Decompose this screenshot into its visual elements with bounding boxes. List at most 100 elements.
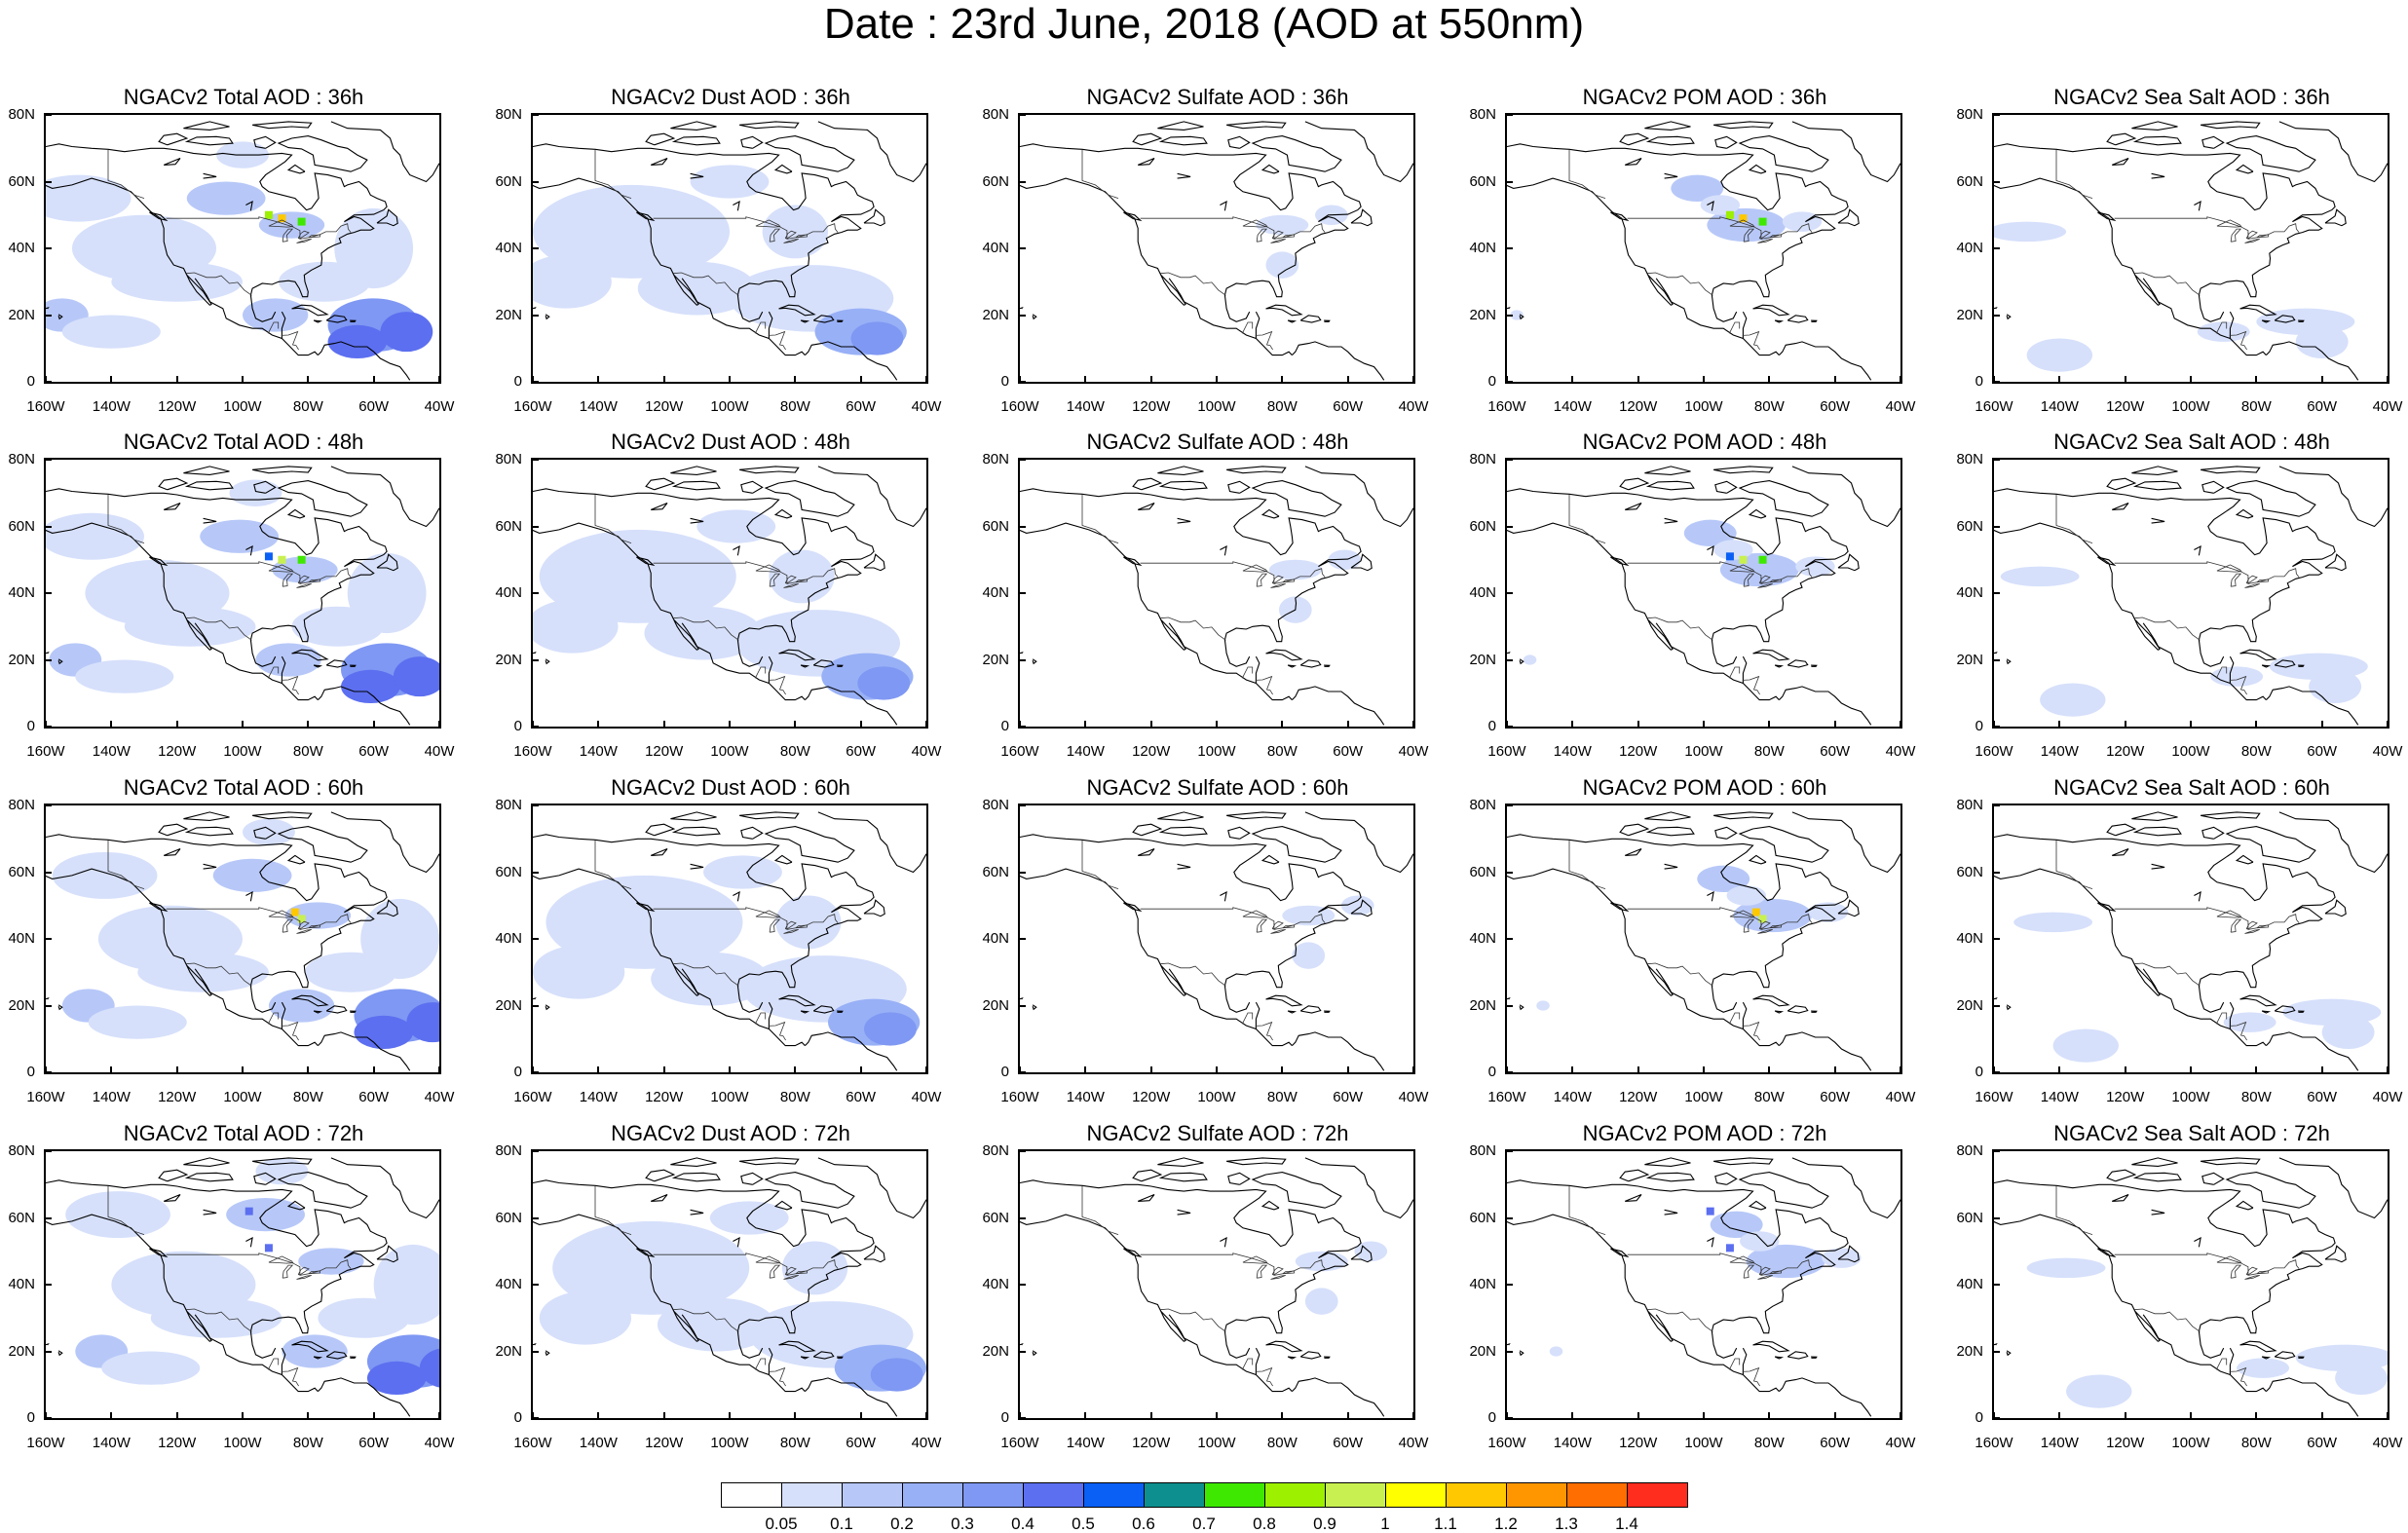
coastline — [636, 556, 656, 567]
coastline — [376, 553, 398, 572]
country-border — [1647, 617, 1713, 641]
country-border — [1270, 1275, 1286, 1280]
lon-tick-label: 160W — [1975, 1089, 2013, 1105]
lon-tick — [1768, 721, 1771, 729]
coastline — [1265, 1340, 1303, 1353]
lat-tick — [44, 1216, 52, 1219]
lat-tick-label: 60N — [1956, 517, 1983, 535]
colorbar-swatch — [1627, 1482, 1688, 1508]
lon-tick — [45, 376, 47, 384]
aod-map — [1994, 1157, 2388, 1417]
coastline — [1774, 1356, 1785, 1360]
coastline — [738, 121, 800, 130]
coastline — [2006, 314, 2012, 320]
panel-title: NGACv2 Dust AOD : 72h — [611, 1121, 850, 1145]
lon-tick-label: 120W — [1619, 398, 1658, 415]
lon-tick-label: 80W — [1266, 1089, 1298, 1105]
coastline — [1645, 1172, 1695, 1182]
country-border — [2216, 564, 2242, 573]
lon-tick — [1637, 1412, 1639, 1420]
coastline — [1752, 1340, 1790, 1353]
lon-tick-label: 80W — [1266, 398, 1298, 415]
coastline — [2200, 1157, 2261, 1166]
lon-tick — [372, 1412, 375, 1420]
coastline — [2194, 890, 2201, 902]
coastline — [1791, 1157, 1900, 1219]
coastline — [1255, 1347, 1260, 1375]
lat-tick — [531, 525, 539, 528]
coastline — [291, 994, 329, 1007]
coastline — [1160, 1311, 1186, 1342]
lat-tick — [1505, 1350, 1513, 1353]
country-border — [594, 494, 632, 543]
lon-tick — [1346, 1412, 1349, 1420]
aod-region — [46, 174, 132, 222]
coastline — [533, 143, 875, 322]
lat-tick — [1992, 1284, 2000, 1286]
map-panel: NGACv2 Dust AOD : 48h 80N 60N 40N 20N 0 160W 14… — [487, 429, 974, 773]
lat-tick-label: 20N — [982, 651, 1009, 668]
country-border — [1729, 564, 1755, 573]
coastline — [2006, 1004, 2012, 1011]
lat-tick — [44, 1071, 52, 1073]
lon-tick — [438, 1066, 440, 1074]
country-border — [755, 564, 781, 573]
aod-region — [2210, 666, 2264, 687]
coastline — [768, 655, 773, 684]
lat-tick-label: 0 — [513, 718, 522, 734]
lon-tick — [1346, 376, 1349, 384]
coastline — [158, 823, 189, 837]
lat-tick-label: 40N — [982, 930, 1009, 947]
coastline — [46, 997, 50, 1000]
country-border — [1742, 1021, 1760, 1041]
lon-tick — [2058, 721, 2061, 729]
coastline — [163, 847, 181, 856]
lat-tick-label: 0 — [1487, 1064, 1496, 1080]
coastline — [2106, 132, 2137, 146]
coastline — [1748, 854, 1767, 865]
coastline — [1779, 686, 1872, 726]
country-border — [769, 1264, 781, 1279]
lon-tick — [307, 1412, 310, 1420]
lon-tick — [2387, 721, 2389, 729]
aod-region — [360, 898, 439, 980]
lon-tick — [925, 1066, 927, 1074]
colorbar-label: 1.4 — [1615, 1514, 1638, 1533]
lat-tick — [1018, 180, 1026, 183]
coastline — [1779, 341, 1872, 381]
lon-tick — [1703, 721, 1705, 729]
aod-hotspot — [1739, 214, 1748, 223]
lon-tick-label: 40W — [424, 743, 455, 760]
coastline — [1251, 1172, 1342, 1209]
lat-tick — [1018, 1071, 1026, 1073]
lon-tick-label: 100W — [223, 1435, 262, 1451]
lat-tick — [531, 726, 539, 728]
coastline — [768, 311, 773, 339]
lon-tick — [1216, 376, 1218, 384]
lon-tick-label: 100W — [2171, 398, 2210, 415]
lon-tick — [859, 376, 862, 384]
coastline — [1811, 319, 1818, 322]
colorbar-label: 0.1 — [830, 1514, 853, 1533]
lon-tick-label: 100W — [1197, 398, 1236, 415]
country-border — [1255, 330, 1273, 351]
coastline — [350, 664, 357, 667]
lon-tick-label: 40W — [424, 1089, 455, 1105]
country-border — [754, 666, 767, 679]
country-border — [1728, 1012, 1741, 1025]
lon-tick-label: 60W — [1333, 398, 1364, 415]
coastline — [46, 307, 50, 310]
country-border — [673, 617, 739, 641]
lat-tick-label: 60N — [1956, 1209, 1983, 1226]
lon-tick — [1019, 376, 1021, 384]
coastline — [313, 664, 323, 668]
lon-tick-label: 160W — [1975, 743, 2013, 760]
lon-tick-label: 100W — [1684, 398, 1723, 415]
country-border — [267, 321, 280, 334]
coastline — [1738, 480, 1829, 517]
lat-tick-label: 40N — [1469, 1276, 1496, 1292]
coastline — [2239, 1340, 2277, 1353]
country-border — [2134, 1308, 2201, 1332]
coastline — [673, 619, 699, 651]
aod-map — [1994, 466, 2388, 726]
